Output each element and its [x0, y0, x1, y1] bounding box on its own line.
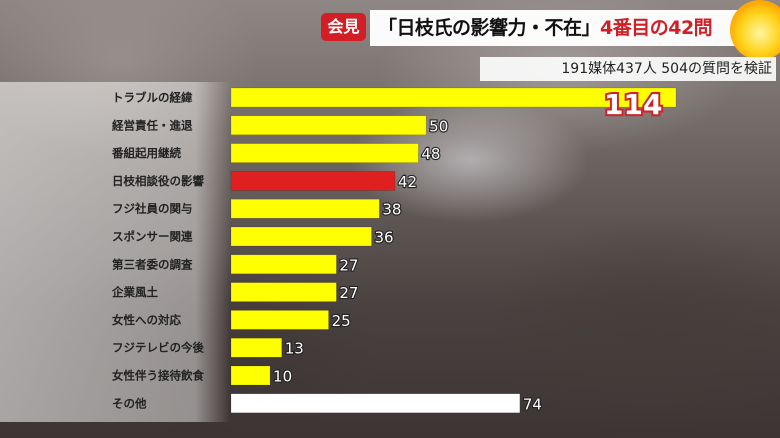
bar-5: [230, 226, 372, 247]
bar-3: [230, 171, 396, 191]
category-label: 番組起用継続: [111, 146, 181, 160]
category-label: 第三者委の調査: [112, 257, 193, 271]
bar-4: [230, 198, 380, 219]
category-label: その他: [112, 396, 147, 410]
bar-2: [230, 143, 419, 163]
bar-0: [230, 87, 677, 108]
value-label: 13: [285, 340, 304, 358]
headline-highlight: 4番目の42問: [600, 17, 713, 39]
value-label: 38: [382, 201, 401, 219]
value-label: 50: [429, 117, 448, 135]
value-label: 27: [339, 284, 358, 302]
headline-quote: 「日枝氏の影響力・不在」: [378, 17, 601, 39]
bar-9: [230, 337, 282, 358]
value-label: 42: [398, 173, 417, 191]
category-label: 日枝相談役の影響: [112, 174, 204, 188]
headline: 「日枝氏の影響力・不在」4番目の42問: [370, 10, 749, 46]
value-label: 114: [604, 88, 662, 121]
category-label-panel: [0, 82, 230, 422]
category-label: フジ社員の関与: [112, 202, 193, 216]
value-label: 48: [421, 145, 440, 163]
category-label: トラブルの経緯: [112, 91, 193, 105]
value-label: 36: [375, 229, 394, 247]
subtitle: 191媒体437人 504の質問を検証: [480, 57, 776, 81]
bar-11: [230, 393, 521, 414]
headline-bar: 会見 「日枝氏の影響力・不在」4番目の42問: [0, 0, 780, 60]
bar-6: [230, 254, 337, 275]
value-label: 25: [332, 312, 351, 330]
value-label: 10: [273, 368, 292, 386]
category-label: 女性伴う接待飲食: [112, 369, 204, 383]
category-label: 企業風土: [111, 285, 158, 299]
category-label: フジテレビの今後: [112, 341, 204, 355]
value-label: 27: [339, 256, 358, 274]
bar-7: [230, 282, 337, 302]
bar-8: [230, 310, 329, 330]
channel-logo-icon: [730, 0, 780, 60]
bar-1: [230, 115, 427, 136]
category-label: 女性への対応: [112, 313, 181, 327]
value-label: 74: [523, 395, 542, 413]
kaiken-tag: 会見: [321, 13, 366, 41]
bar-10: [230, 365, 271, 386]
category-label: 経営責任・進退: [112, 118, 193, 132]
category-label: スポンサー関連: [112, 230, 193, 244]
